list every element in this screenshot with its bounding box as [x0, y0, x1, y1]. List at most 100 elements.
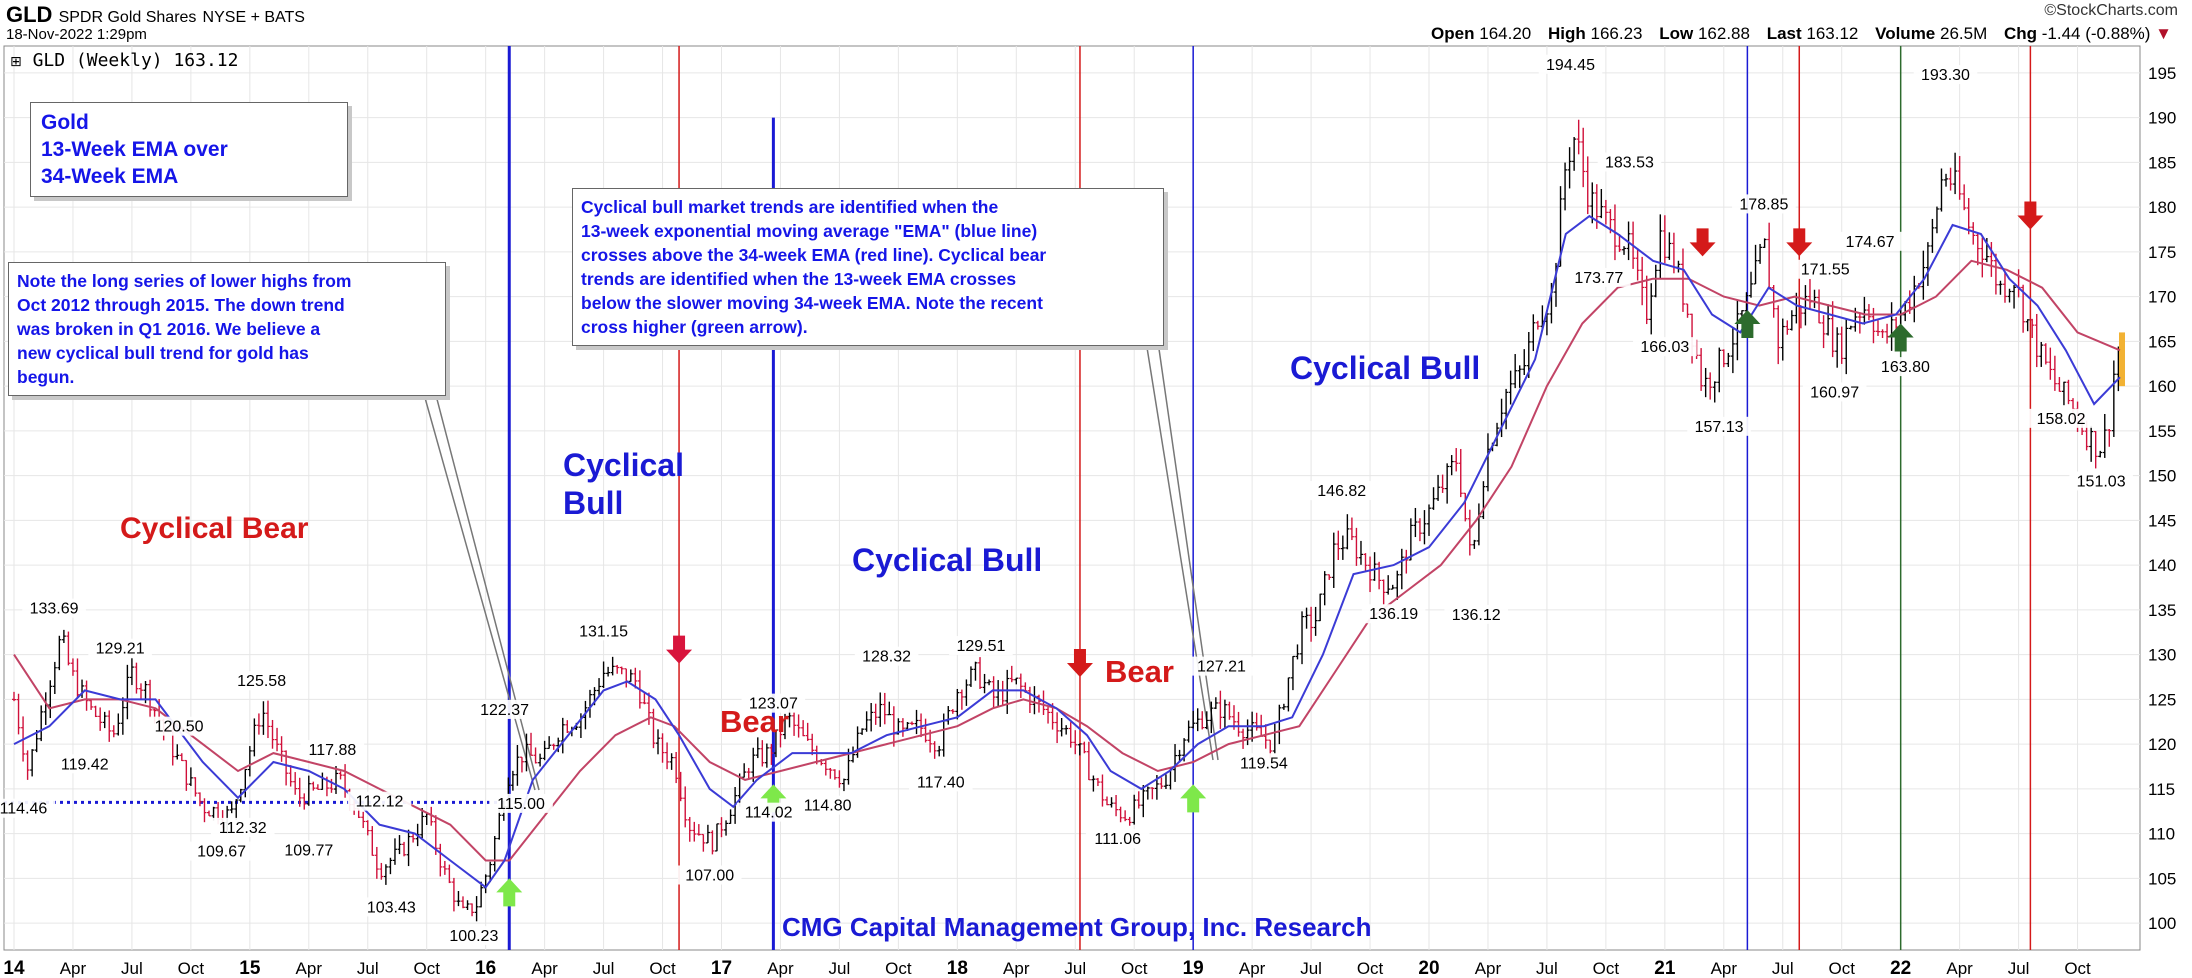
- footer-credit: CMG Capital Management Group, Inc. Resea…: [782, 912, 1372, 942]
- cyclical-bull-label-1: Cyclical Bull: [563, 447, 684, 521]
- title-box: Gold 13-Week EMA over 34-Week EMA: [30, 102, 348, 197]
- price-label: 112.12: [356, 794, 404, 811]
- y-tick-label: 185: [2148, 153, 2176, 172]
- price-label: 111.06: [1094, 831, 1141, 848]
- price-label: 128.32: [862, 649, 911, 666]
- security-name: SPDR Gold Shares: [58, 9, 197, 26]
- x-tick-label: 18: [947, 958, 968, 978]
- price-label: 112.32: [219, 820, 267, 837]
- note-line: Note the long series of lower highs from: [17, 271, 352, 291]
- signal-arrows: [496, 201, 2044, 907]
- price-label: 158.02: [2037, 411, 2086, 428]
- price-label-bg: [741, 693, 806, 713]
- y-tick-label: 125: [2148, 690, 2176, 709]
- x-tick-label: Apr: [1946, 959, 1973, 978]
- callout-connector: [431, 379, 540, 791]
- y-tick-label: 190: [2148, 109, 2176, 128]
- price-label-bg: [300, 740, 365, 760]
- price-label-bg: [472, 699, 537, 719]
- price-label-bg: [677, 865, 742, 885]
- ticker-symbol: GLD SPDR Gold Shares NYSE + BATS: [6, 2, 305, 27]
- y-tick-label: 140: [2148, 556, 2176, 575]
- price-label-bg: [1802, 382, 1867, 402]
- x-tick-label: Jul: [593, 959, 615, 978]
- arrow-up-icon: [1734, 310, 1761, 339]
- explain-line: below the slower moving 34-week EMA. Not…: [581, 293, 1043, 313]
- high-value: 166.23: [1590, 24, 1643, 43]
- price-label: 151.03: [2077, 473, 2126, 490]
- price-label: 123.07: [749, 696, 798, 713]
- y-tick-label: 105: [2148, 869, 2176, 888]
- chart-date: 18-Nov-2022 1:29pm: [6, 26, 147, 43]
- title-line: 13-Week EMA over: [41, 138, 228, 161]
- y-tick-label: 150: [2148, 467, 2176, 486]
- price-label: 136.12: [1452, 607, 1501, 624]
- bear-label-1: Bear: [720, 704, 789, 739]
- price-label: 122.37: [480, 702, 529, 719]
- ema13-line: [13, 214, 2121, 889]
- cyclical-bull-label-3: Cyclical Bull: [1290, 350, 1481, 386]
- price-label-bg: [1633, 337, 1697, 357]
- note-box: Note the long series of lower highs from…: [8, 262, 446, 396]
- y-tick-label: 110: [2148, 825, 2175, 844]
- x-tick-label: Jul: [2008, 959, 2030, 978]
- explain-line: Cyclical bull market trends are identifi…: [581, 197, 999, 217]
- price-label-bg: [359, 897, 424, 917]
- explain-line: cross higher (green arrow).: [581, 317, 808, 337]
- price-label: 183.53: [1605, 155, 1654, 172]
- plot-frame: [3, 45, 2141, 951]
- x-tick-label: 19: [1183, 958, 1204, 978]
- x-tick-label: 16: [475, 958, 496, 978]
- price-stats: Open 164.20 High 166.23 Low 162.88 Last …: [1431, 24, 2172, 43]
- price-label: 133.69: [30, 601, 79, 618]
- bear-label-2: Bear: [1105, 654, 1174, 689]
- x-tick-label: 21: [1654, 958, 1676, 978]
- x-tick-label: Apr: [1239, 959, 1266, 978]
- x-tick-label: Oct: [178, 959, 205, 978]
- down-triangle-icon: ▼: [2155, 24, 2172, 43]
- price-label-bg: [88, 638, 152, 658]
- x-tick-label: Oct: [885, 959, 912, 978]
- arrow-down-icon: [2017, 201, 2044, 230]
- x-tick-label: Oct: [413, 959, 440, 978]
- open-value: 164.20: [1479, 24, 1532, 43]
- x-tick-label: Jul: [1064, 959, 1086, 978]
- y-tick-label: 120: [2148, 735, 2176, 754]
- price-label-bg: [1309, 481, 1374, 501]
- x-tick-label: Jul: [1536, 959, 1558, 978]
- arrow-up-icon: [1180, 784, 1207, 813]
- price-label: 146.82: [1317, 483, 1366, 500]
- price-label-bg: [1913, 65, 1978, 85]
- price-label: 129.51: [956, 638, 1005, 655]
- y-tick-label: 135: [2148, 601, 2176, 620]
- price-label-bg: [189, 841, 254, 861]
- arrow-down-icon: [666, 635, 693, 664]
- price-label-bg: [1873, 357, 1938, 377]
- price-label-bg: [1538, 54, 1603, 74]
- price-label: 173.77: [1574, 270, 1623, 287]
- callout-connector: [1144, 334, 1214, 761]
- price-label-bg: [1567, 267, 1631, 287]
- price-label: 117.40: [917, 774, 965, 791]
- arrow-down-icon: [1689, 228, 1716, 257]
- price-label-bg: [1232, 753, 1296, 773]
- y-tick-label: 155: [2148, 422, 2176, 441]
- price-label-bg: [210, 817, 275, 837]
- stockcharts-brand[interactable]: ©StockCharts.com: [2044, 2, 2178, 19]
- price-label-bg: [1793, 259, 1858, 279]
- explain-box: Cyclical bull market trends are identifi…: [572, 188, 1164, 346]
- price-label: 174.67: [1846, 234, 1895, 251]
- price-label: 193.30: [1921, 67, 1970, 84]
- arrow-down-icon: [1066, 649, 1093, 678]
- cyclical-bull-label-2: Cyclical Bull: [852, 542, 1043, 578]
- price-label-bg: [0, 798, 56, 818]
- note-line: Oct 2012 through 2015. The down trend: [17, 295, 345, 315]
- y-tick-label: 100: [2148, 914, 2176, 933]
- price-label-bg: [795, 795, 860, 815]
- price-label-bg: [2029, 408, 2093, 428]
- x-tick-label: Apr: [767, 959, 794, 978]
- price-label: 127.21: [1197, 659, 1246, 676]
- x-tick-label: Apr: [296, 959, 323, 978]
- price-label-bg: [2069, 471, 2133, 491]
- price-label-bg: [736, 802, 801, 822]
